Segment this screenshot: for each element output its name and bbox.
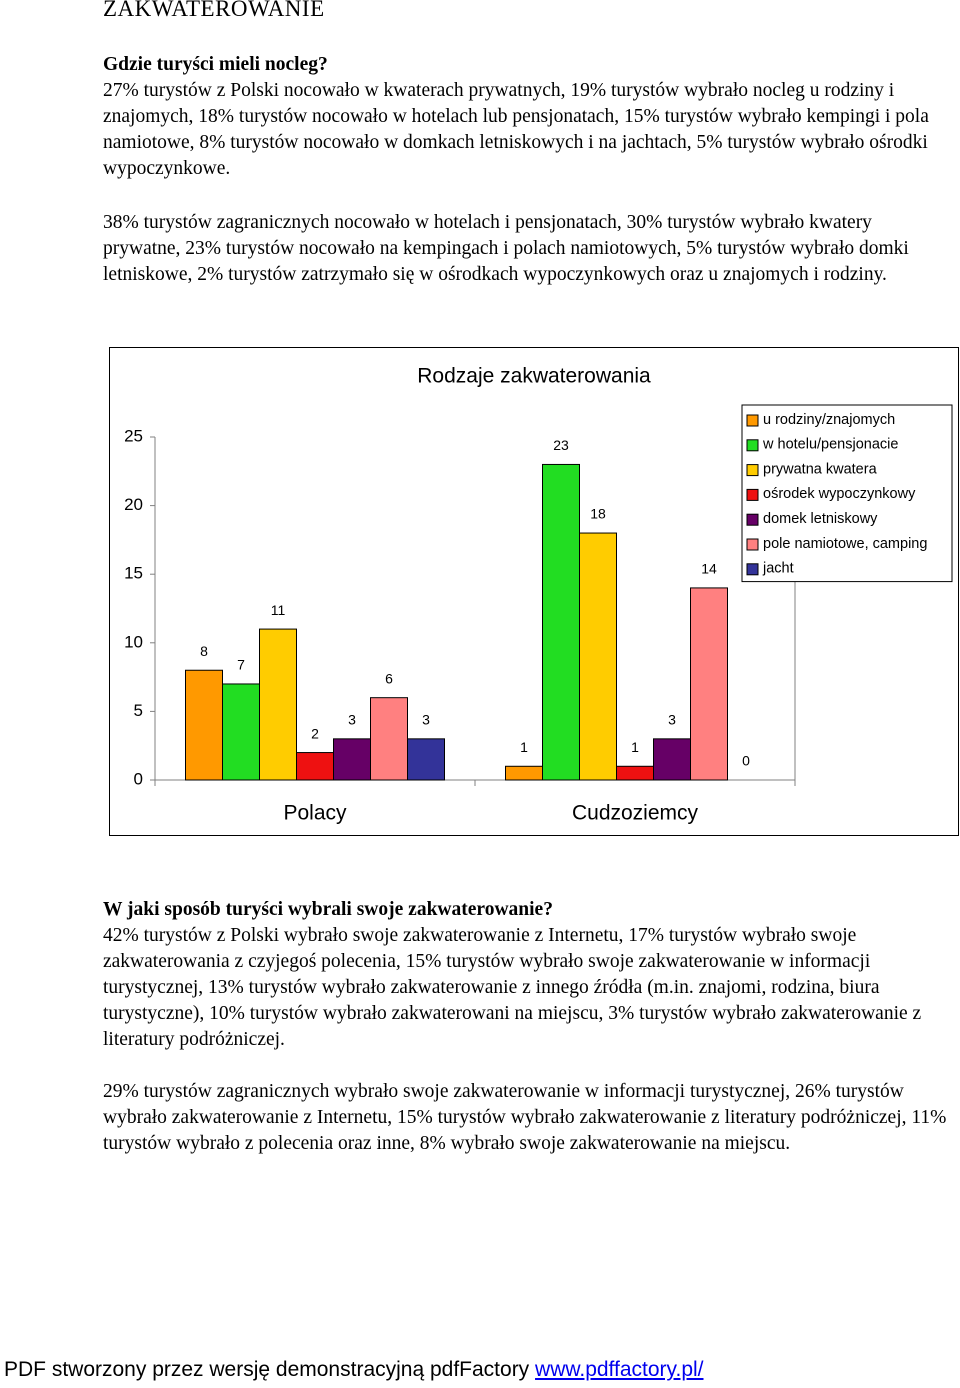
data-label: 3 [668,712,676,728]
legend-label: u rodziny/znajomych [763,412,895,428]
paragraph: 29% turystów zagranicznych wybrało swoje… [103,1081,947,1154]
legend-swatch [746,538,759,551]
y-tick-label: 10 [124,632,143,651]
data-label: 18 [590,506,606,522]
data-label: 8 [200,643,208,659]
x-tick-label: Polacy [283,802,347,825]
bar [542,463,580,781]
data-label: 11 [271,602,286,618]
legend-label: jacht [762,561,794,577]
x-tick-label: Cudzoziemcy [572,802,699,825]
bar [616,765,654,781]
chart-title: Rodzaje zakwaterowania [417,365,651,388]
bar [222,683,260,781]
footer-link[interactable]: www.pdffactory.pl/ [535,1358,704,1381]
legend-swatch [746,513,759,526]
legend-box [741,404,953,583]
data-label: 6 [385,670,393,686]
paragraph: 42% turystów z Polski wybrało swoje zakw… [103,925,922,1050]
y-tick-label: 15 [124,564,143,583]
footer-text: PDF stworzony przez wersję demonstracyjn… [4,1358,530,1381]
legend-label: domek letniskowy [763,511,878,527]
section: W jaki sposób turyści wybrali swoje zakw… [103,897,953,1053]
legend-swatch [746,414,759,427]
bar [653,738,691,781]
legend-swatch [746,488,759,501]
bar [505,765,543,781]
bar [407,738,445,781]
y-tick-label: 0 [134,769,143,788]
data-label: 23 [553,437,569,453]
data-label: 1 [631,739,639,755]
document-title: ZAKWATEROWANIE [103,0,325,21]
footer: PDF stworzony przez wersję demonstracyjn… [4,1358,704,1382]
section-heading: Gdzie turyści mieli nocleg? [103,54,328,75]
legend-swatch [746,464,759,477]
data-label: 14 [701,561,717,577]
chart: Rodzaje zakwaterowania 0510152025Polacy8… [109,347,959,836]
y-tick-label: 5 [134,701,143,720]
section-heading: W jaki sposób turyści wybrali swoje zakw… [103,899,553,920]
legend-label: w hotelu/pensjonacie [762,437,898,453]
legend-swatch [746,439,759,452]
paragraph: 38% turystów zagranicznych nocowało w ho… [103,212,909,285]
bar [185,669,223,781]
data-label: 7 [237,657,245,673]
legend-swatch [746,563,759,576]
bar [690,587,728,781]
bar [296,752,334,781]
legend-label: prywatna kwatera [763,461,878,477]
section: Gdzie turyści mieli nocleg? 27% turystów… [103,52,953,182]
legend-label: ośrodek wypoczynkowy [763,486,916,502]
data-label: 1 [520,739,528,755]
data-label: 2 [311,725,319,741]
data-label: 3 [422,712,430,728]
bar [259,628,297,781]
y-tick-label: 20 [124,495,143,514]
data-label: 0 [742,753,750,769]
y-tick-label: 25 [124,426,143,445]
data-label: 3 [348,712,356,728]
bar [579,532,617,781]
paragraph: 27% turystów z Polski nocowało w kwatera… [103,80,929,179]
legend-label: pole namiotowe, camping [763,536,927,552]
bar [370,697,408,781]
bar [333,738,371,781]
